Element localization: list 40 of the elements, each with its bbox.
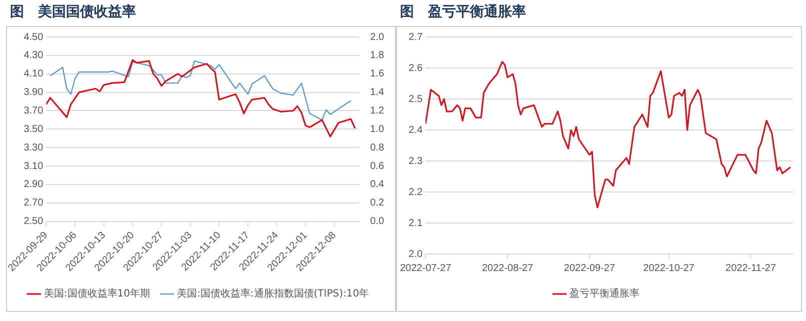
y2-tick-label: 0.0: [370, 216, 384, 228]
legend-label: 美国:国债收益率:通胀指数国债(TIPS):10年: [177, 288, 370, 300]
y-tick-label: 2.90: [24, 179, 44, 190]
x-tick-label: 2022-07-27: [400, 262, 452, 274]
y2-tick-label: 1.8: [370, 50, 384, 62]
y-tick-label: 2.5: [408, 94, 424, 105]
x-tick-label: 2022-08-27: [482, 262, 534, 274]
y-tick-label: 3.50: [24, 124, 44, 135]
y-tick-label: 3.90: [24, 87, 44, 98]
y-tick-label: 2.70: [24, 198, 44, 209]
y2-tick-label: 0.8: [370, 142, 384, 154]
x-tick-label: 2022-09-27: [564, 262, 616, 274]
y2-tick-label: 0.2: [370, 198, 384, 209]
y-tick-label: 4.30: [24, 50, 44, 62]
y2-tick-label: 2.0: [370, 32, 384, 43]
y-tick-label: 2.0: [408, 248, 424, 260]
chart-title: 图 美国国债收益率: [9, 2, 137, 22]
y-tick-label: 3.10: [24, 160, 44, 172]
y-tick-label: 2.4: [408, 124, 424, 136]
y-tick-label: 2.50: [24, 216, 44, 228]
y-tick-label: 4.10: [24, 68, 44, 80]
y2-tick-label: 0.6: [370, 160, 384, 172]
y2-tick-label: 1.2: [370, 105, 384, 116]
chart-title: 图 盈亏平衡通胀率: [399, 2, 527, 22]
y-tick-label: 3.30: [24, 142, 44, 154]
x-tick-label: 2022-11-27: [725, 262, 776, 274]
y2-tick-label: 1.4: [370, 87, 384, 98]
legend-label: 盈亏平衡通胀率: [570, 288, 640, 300]
y-tick-label: 2.2: [408, 186, 424, 198]
y-tick-label: 3.70: [24, 105, 44, 116]
y-tick-label: 4.50: [24, 32, 44, 43]
y2-tick-label: 1.6: [370, 68, 384, 80]
y-tick-label: 2.7: [408, 32, 424, 43]
legend-label: 美国:国债收益率10年期: [44, 288, 150, 300]
y-tick-label: 2.6: [408, 62, 424, 74]
y2-tick-label: 1.0: [370, 124, 384, 135]
y-tick-label: 2.3: [408, 156, 424, 167]
y2-tick-label: 0.4: [370, 179, 384, 190]
y-tick-label: 2.1: [408, 218, 424, 229]
x-tick-label: 2022-10-27: [643, 262, 695, 274]
